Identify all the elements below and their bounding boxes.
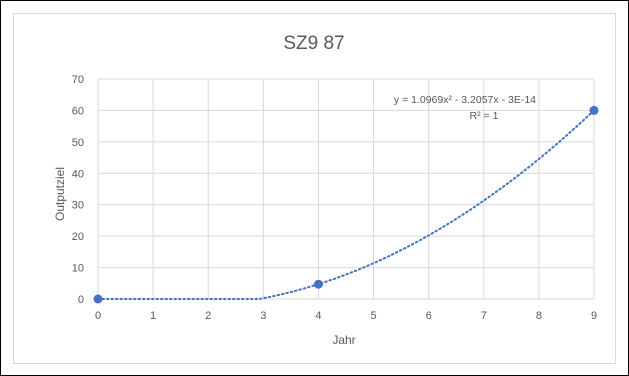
y-tick-label: 40 bbox=[72, 168, 84, 180]
x-tick-label: 0 bbox=[95, 310, 101, 322]
x-tick-label: 4 bbox=[315, 310, 321, 322]
x-tick-label: 8 bbox=[536, 310, 542, 322]
chart-title: SZ9 87 bbox=[283, 33, 344, 54]
x-tick-label: 5 bbox=[370, 310, 376, 322]
trendline bbox=[97, 109, 595, 300]
x-tick-label: 7 bbox=[481, 310, 487, 322]
y-tick-label: 60 bbox=[72, 105, 84, 117]
x-tick-label: 6 bbox=[426, 310, 432, 322]
y-tick-label: 0 bbox=[78, 294, 84, 306]
trendline-equation: y = 1.0969x² - 3.2057x - 3E-14 bbox=[394, 94, 536, 106]
x-tick-label: 9 bbox=[591, 310, 597, 322]
y-tick-label: 70 bbox=[72, 74, 84, 86]
x-tick-label: 3 bbox=[260, 310, 266, 322]
scatter-chart: 0 1 2 3 4 5 6 7 8 9 0 10 20 30 40 50 60 70 SZ9 87 Jahr Ou… bbox=[53, 33, 599, 347]
chart-area: 0 1 2 3 4 5 6 7 8 9 0 10 20 30 40 50 60 70 SZ9 87 Jahr Ou… bbox=[13, 13, 616, 364]
gridlines bbox=[97, 78, 595, 300]
data-point bbox=[313, 279, 323, 289]
trendline-r-squared: R² = 1 bbox=[470, 110, 499, 122]
data-point bbox=[589, 105, 599, 115]
y-axis-label: Outputziel bbox=[53, 167, 67, 221]
data-points bbox=[93, 105, 599, 304]
x-tick-label: 1 bbox=[150, 310, 156, 322]
y-tick-label: 30 bbox=[72, 200, 84, 212]
x-axis-label: Jahr bbox=[332, 333, 355, 347]
data-point bbox=[93, 294, 103, 304]
y-tick-label: 50 bbox=[72, 137, 84, 149]
y-tick-label: 20 bbox=[72, 231, 84, 243]
y-tick-label: 10 bbox=[72, 263, 84, 275]
x-tick-label: 2 bbox=[205, 310, 211, 322]
tick-labels: 0 1 2 3 4 5 6 7 8 9 0 10 20 30 40 50 60 70 bbox=[72, 74, 597, 322]
